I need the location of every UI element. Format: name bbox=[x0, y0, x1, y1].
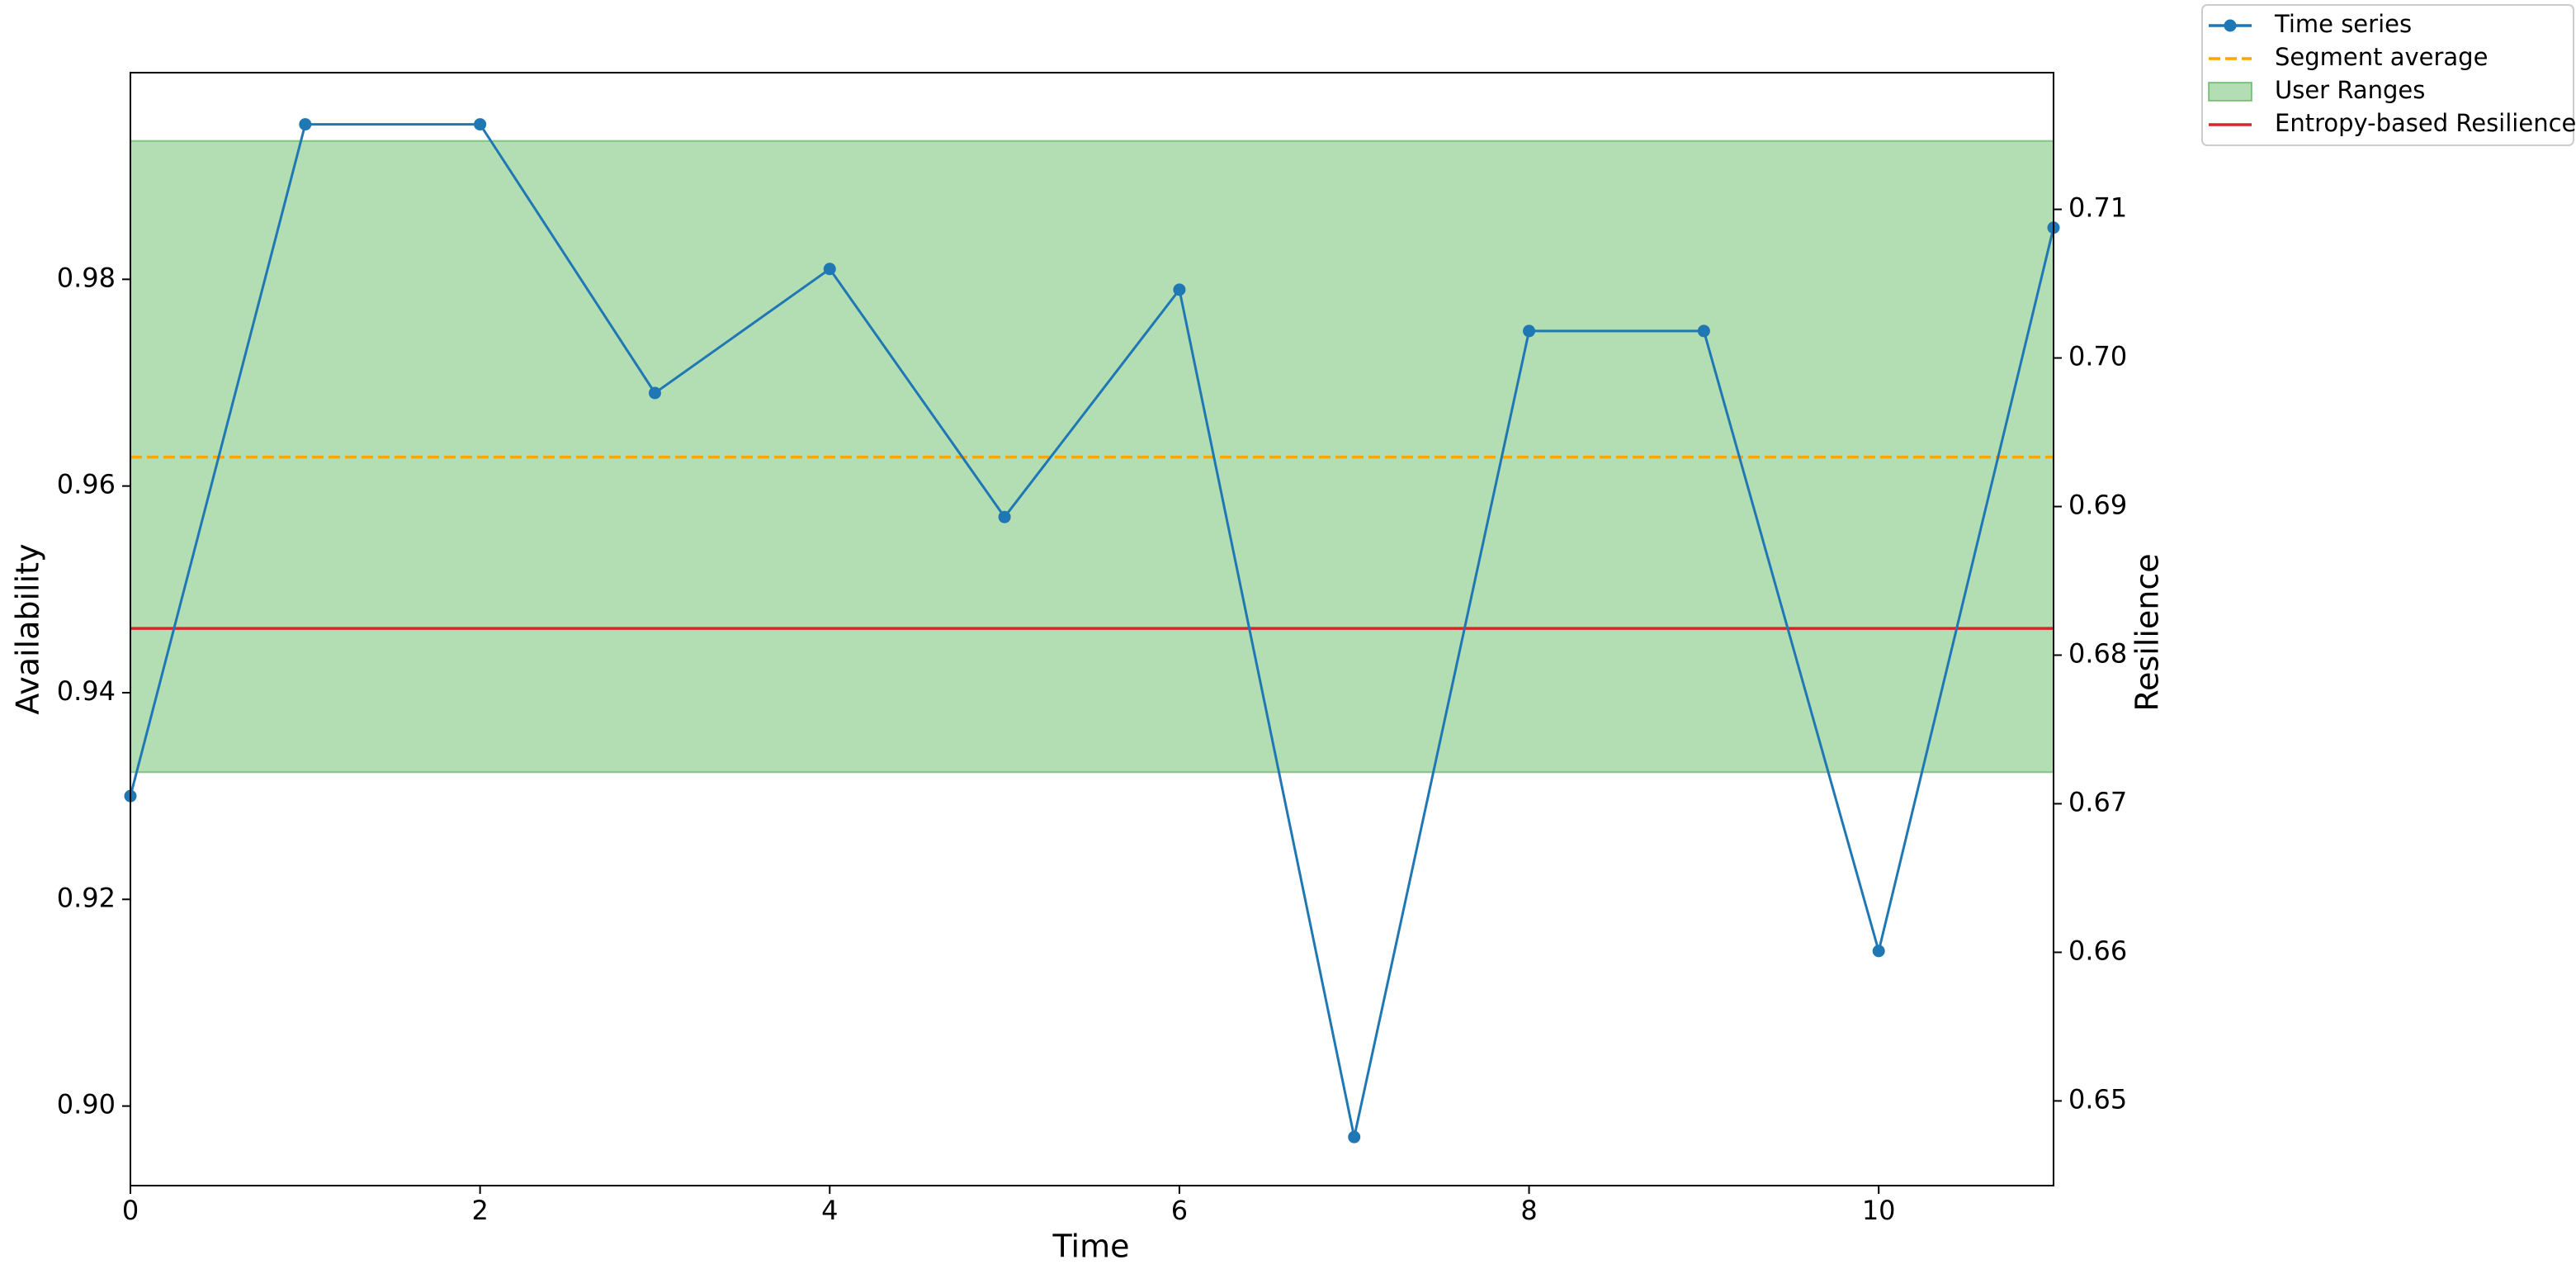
x-tick-label: 2 bbox=[471, 1195, 488, 1226]
x-axis-label: Time bbox=[1052, 1229, 1130, 1265]
legend: Time series Segment average User Ranges Ent… bbox=[2201, 4, 2576, 146]
y2-tick-label: 0.65 bbox=[2068, 1083, 2127, 1115]
data-point bbox=[1523, 324, 1536, 338]
data-point bbox=[1697, 324, 1710, 338]
y-tick-label: 0.90 bbox=[57, 1089, 116, 1120]
y2-tick-label: 0.71 bbox=[2068, 192, 2127, 224]
legend-label: Segment average bbox=[2275, 43, 2488, 71]
y2-axis-label: Resilience bbox=[2129, 553, 2166, 711]
legend-marker bbox=[2224, 19, 2237, 32]
legend-swatch bbox=[2208, 82, 2252, 102]
data-point bbox=[823, 263, 836, 276]
y2-tick-label: 0.67 bbox=[2068, 786, 2127, 817]
x-tick-label: 6 bbox=[1171, 1195, 1188, 1226]
x-tick-label: 10 bbox=[1862, 1195, 1896, 1226]
x-tick-label: 0 bbox=[122, 1195, 139, 1226]
y2-tick-label: 0.69 bbox=[2068, 490, 2127, 521]
y-tick-label: 0.94 bbox=[57, 675, 116, 707]
y-tick-label: 0.98 bbox=[57, 262, 116, 293]
y-axis-label: Availability bbox=[10, 543, 46, 714]
data-point bbox=[299, 118, 312, 131]
y-tick-label: 0.96 bbox=[57, 469, 116, 500]
series-line bbox=[129, 123, 2055, 1138]
plot-frame bbox=[130, 72, 2054, 1186]
legend-label: User Ranges bbox=[2275, 76, 2425, 104]
data-point bbox=[474, 118, 487, 131]
data-point bbox=[1348, 1130, 1361, 1144]
legend-label: Entropy-based Resilience bbox=[2275, 109, 2576, 137]
y2-tick-label: 0.66 bbox=[2068, 935, 2127, 966]
y-tick-label: 0.92 bbox=[57, 882, 116, 913]
legend-label: Time series bbox=[2274, 10, 2412, 38]
data-point bbox=[998, 510, 1011, 523]
data-point bbox=[648, 386, 661, 400]
x-tick-label: 4 bbox=[821, 1195, 838, 1226]
plot-area bbox=[124, 118, 2060, 1144]
data-point bbox=[1872, 945, 1885, 958]
legend-box bbox=[2201, 4, 2574, 146]
y2-tick-label: 0.70 bbox=[2068, 341, 2127, 372]
y2-tick-label: 0.68 bbox=[2068, 637, 2127, 669]
data-point bbox=[1173, 283, 1186, 296]
x-tick-label: 8 bbox=[1520, 1195, 1537, 1226]
